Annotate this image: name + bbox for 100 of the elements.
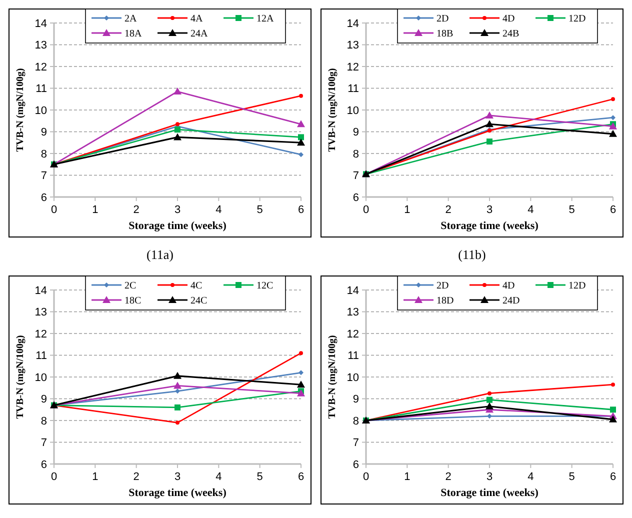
y-tick-label: 12 — [34, 61, 47, 74]
legend-label: 2C — [124, 280, 136, 292]
legend-label: 18C — [124, 296, 142, 306]
y-tick-label: 7 — [352, 437, 359, 450]
x-tick-label: 3 — [174, 204, 181, 216]
y-tick-label: 7 — [352, 170, 359, 182]
x-tick-label: 3 — [486, 204, 493, 216]
y-tick-label: 10 — [34, 104, 47, 117]
y-tick-label: 8 — [40, 415, 47, 428]
x-tick-label: 2 — [445, 204, 452, 216]
y-tick-label: 12 — [34, 328, 47, 340]
point — [610, 115, 616, 120]
y-tick-label: 9 — [40, 394, 47, 406]
point — [176, 420, 180, 425]
text: (11b) — [458, 247, 486, 262]
x-tick-label: 0 — [362, 204, 370, 216]
y-tick-label: 6 — [352, 192, 359, 204]
point — [298, 370, 304, 376]
y-tick-label: 11 — [36, 83, 47, 96]
point — [486, 138, 492, 145]
x-tick-label: 3 — [174, 471, 181, 483]
x-tick-label: 0 — [50, 204, 58, 216]
y-tick-label: 8 — [352, 415, 359, 428]
y-tick-label: 10 — [34, 372, 47, 384]
x-tick-label: 2 — [133, 204, 140, 216]
y-tick-label: 14 — [346, 18, 359, 30]
legend-label: 12D — [568, 14, 586, 24]
y-tick-label: 7 — [40, 170, 47, 182]
x-tick-label: 1 — [92, 471, 98, 483]
x-tick-label: 6 — [298, 204, 304, 216]
x-tick-label: 3 — [486, 471, 493, 483]
point — [174, 88, 182, 95]
x-tick-label: 5 — [256, 204, 263, 216]
legend-label: 24D — [502, 296, 520, 306]
point — [610, 406, 616, 413]
y-tick-label: 12 — [346, 61, 359, 74]
point — [174, 133, 182, 140]
legend-label: 24B — [502, 28, 520, 40]
y-tick-label: 12 — [346, 328, 359, 340]
point — [174, 404, 180, 410]
point — [298, 152, 304, 158]
x-tick-label: 1 — [404, 471, 410, 483]
legend-label: 2D — [436, 14, 449, 24]
point — [487, 414, 492, 419]
x-axis-title: Storage time (weeks) — [128, 220, 227, 232]
x-tick-label: 6 — [610, 471, 616, 483]
y-axis-title: TVB-N (mgN/100g) — [15, 68, 26, 152]
x-tick-label: 0 — [50, 471, 58, 483]
y-tick-label: 6 — [40, 192, 47, 204]
y-axis-title: TVB-N (mgN/100g) — [15, 335, 26, 419]
point — [298, 134, 304, 140]
point — [486, 396, 492, 403]
x-tick-label: 5 — [568, 471, 575, 483]
point — [611, 97, 615, 102]
x-axis-title: Storage time (weeks) — [128, 487, 227, 499]
legend-label: 12A — [256, 14, 274, 24]
y-tick-label: 14 — [34, 284, 47, 297]
x-tick-label: 1 — [92, 204, 98, 216]
point — [176, 122, 180, 126]
legend-label: 2D — [436, 280, 449, 292]
x-tick-label: 4 — [528, 471, 534, 483]
y-tick-label: 8 — [352, 148, 359, 160]
y-tick-label: 11 — [348, 83, 359, 96]
x-tick-label: 4 — [528, 204, 534, 216]
x-tick-label: 6 — [610, 204, 616, 216]
legend-label: 18A — [124, 28, 142, 40]
legend-label: 18D — [436, 296, 454, 306]
y-tick-label: 9 — [352, 126, 359, 139]
point — [174, 382, 182, 389]
x-axis-title: Storage time (weeks) — [440, 487, 539, 499]
point — [609, 130, 617, 137]
y-tick-label: 13 — [346, 40, 359, 52]
point — [486, 402, 494, 410]
x-tick-label: 6 — [298, 471, 304, 483]
y-tick-label: 10 — [346, 372, 359, 384]
y-tick-label: 11 — [36, 350, 47, 362]
point — [297, 120, 305, 128]
text: (11a) — [146, 247, 174, 262]
x-axis-title: Storage time (weeks) — [440, 220, 539, 232]
y-tick-label: 13 — [34, 306, 47, 319]
point — [174, 126, 180, 133]
point — [486, 120, 494, 128]
point — [611, 382, 615, 387]
y-tick-label: 6 — [352, 458, 359, 471]
x-tick-label: 4 — [216, 471, 222, 483]
point — [299, 94, 303, 98]
legend-label: 18B — [436, 28, 454, 40]
point — [174, 372, 182, 379]
x-tick-label: 4 — [216, 204, 222, 216]
legend-label: 4D — [502, 14, 515, 24]
y-tick-label: 14 — [34, 18, 47, 30]
y-tick-label: 9 — [40, 126, 47, 139]
legend-label: 4C — [190, 280, 202, 292]
y-tick-label: 13 — [346, 306, 359, 319]
y-tick-label: 9 — [352, 394, 359, 406]
x-tick-label: 5 — [568, 204, 575, 216]
legend-label: 24A — [190, 28, 208, 40]
x-tick-label: 5 — [256, 471, 263, 483]
y-axis-title: TVB-N (mgN/100g) — [327, 68, 338, 152]
point — [486, 111, 494, 118]
